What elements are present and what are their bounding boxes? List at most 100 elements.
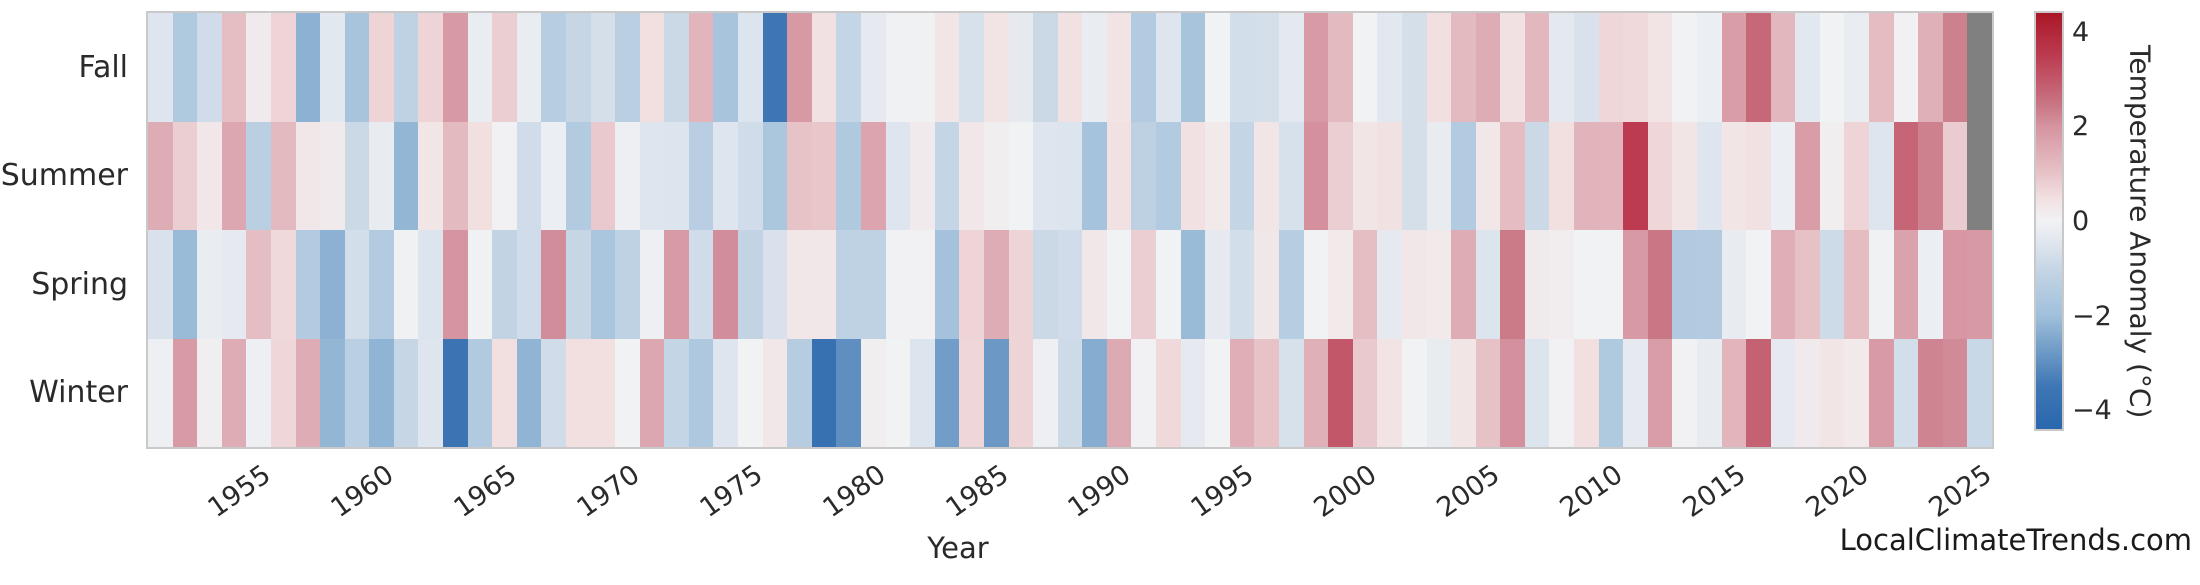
heatmap-cell [934, 13, 960, 122]
heatmap-cell [1598, 13, 1624, 122]
heatmap-cell [959, 121, 984, 230]
heatmap-cell [1033, 121, 1058, 230]
heatmap-cell [1967, 230, 1992, 339]
heatmap-cell [1524, 13, 1550, 122]
heatmap-cell [148, 13, 173, 122]
heatmap-cell [1057, 230, 1083, 339]
heatmap-cell [492, 338, 517, 447]
heatmap-cell [1844, 230, 1870, 339]
heatmap-cell [1451, 338, 1476, 447]
heatmap-cell [320, 338, 345, 447]
heatmap-cell [1328, 230, 1353, 339]
heatmap-cell [1819, 13, 1845, 122]
heatmap-cell [1623, 121, 1648, 230]
heatmap-cell [1008, 121, 1034, 230]
heatmap-cell [811, 230, 837, 339]
heatmap-cell [246, 230, 271, 339]
heatmap-cell [197, 13, 222, 122]
heatmap-cell [934, 121, 960, 230]
heatmap-cell [1549, 230, 1575, 339]
heatmap-cell [541, 13, 566, 122]
heatmap-cell [615, 121, 640, 230]
heatmap-cell [639, 13, 665, 122]
heatmap-cell [492, 13, 517, 122]
heatmap-cell [811, 121, 837, 230]
heatmap-cell [1500, 338, 1525, 447]
heatmap-cell [1303, 13, 1329, 122]
heatmap-cell [787, 338, 812, 447]
heatmap-cell [713, 121, 739, 230]
heatmap-cell [565, 230, 591, 339]
heatmap-cell [959, 230, 984, 339]
heatmap-cell [639, 338, 665, 447]
heatmap-cell [172, 338, 198, 447]
heatmap-cell [344, 230, 370, 339]
watermark-text: LocalClimateTrends.com [1839, 523, 2192, 557]
heatmap-cell [1524, 121, 1550, 230]
heatmap-cell [516, 338, 542, 447]
heatmap-cell [1672, 121, 1697, 230]
heatmap-cell [1672, 338, 1697, 447]
heatmap-cell [664, 13, 689, 122]
x-tick-label-2005: 2005 [1431, 459, 1506, 524]
heatmap-cell [910, 230, 935, 339]
heatmap-cell [688, 13, 714, 122]
x-tick-label-2010: 2010 [1554, 459, 1629, 524]
heatmap-cell [1156, 230, 1181, 339]
heatmap-cell [1475, 13, 1501, 122]
heatmap-cell [369, 13, 394, 122]
heatmap-cell [344, 13, 370, 122]
heatmap-cell [688, 230, 714, 339]
heatmap-cell [1156, 338, 1181, 447]
heatmap-cell [1500, 230, 1525, 339]
heatmap-cell [664, 230, 689, 339]
heatmap-cell [565, 338, 591, 447]
heatmap-cell [172, 121, 198, 230]
x-axis-tick-labels: 1955 1960 1965 1970 1975 1980 1985 1990 1995 2000… [148, 455, 1997, 525]
heatmap-cell [885, 121, 911, 230]
heatmap-cell [516, 230, 542, 339]
heatmap-cell [320, 230, 345, 339]
heatmap-cell [1377, 13, 1402, 122]
heatmap-cell [246, 13, 271, 122]
heatmap-cell [983, 121, 1009, 230]
heatmap-cell [1205, 13, 1230, 122]
heatmap-cell [615, 230, 640, 339]
heatmap-grid [148, 13, 1992, 447]
heatmap-cell [1647, 338, 1673, 447]
heatmap-cell [1746, 338, 1771, 447]
heatmap-cell [1549, 13, 1575, 122]
heatmap-cell [787, 230, 812, 339]
heatmap-cell [1647, 13, 1673, 122]
heatmap-cell [1106, 230, 1132, 339]
heatmap-cell [1131, 13, 1157, 122]
heatmap-cell [148, 230, 173, 339]
heatmap-cell [1893, 13, 1919, 122]
x-tick-label-1955: 1955 [202, 459, 277, 524]
x-tick-label-2015: 2015 [1677, 459, 1752, 524]
heatmap-cell [959, 338, 984, 447]
x-tick-label-1965: 1965 [448, 459, 523, 524]
heatmap-cell [590, 338, 616, 447]
heatmap-cell [1942, 13, 1968, 122]
heatmap-cell [541, 121, 566, 230]
heatmap-cell [1549, 121, 1575, 230]
heatmap-cell [1672, 230, 1697, 339]
heatmap-cell [1574, 121, 1599, 230]
heatmap-cell [1721, 13, 1747, 122]
heatmap-cell [1672, 13, 1697, 122]
heatmap-cell [1205, 338, 1230, 447]
heatmap-cell [246, 338, 271, 447]
heatmap-cell [1918, 13, 1943, 122]
heatmap-cell [664, 121, 689, 230]
row-label-summer: Summer [0, 158, 128, 193]
heatmap-cell [1401, 13, 1427, 122]
heatmap-cell [1795, 121, 1820, 230]
heatmap-cell [1795, 230, 1820, 339]
heatmap-cell [885, 13, 911, 122]
heatmap-cell [393, 13, 419, 122]
heatmap-cell [1524, 338, 1550, 447]
heatmap-cell [246, 121, 271, 230]
row-label-fall: Fall [78, 49, 128, 85]
heatmap-cell [1008, 230, 1034, 339]
